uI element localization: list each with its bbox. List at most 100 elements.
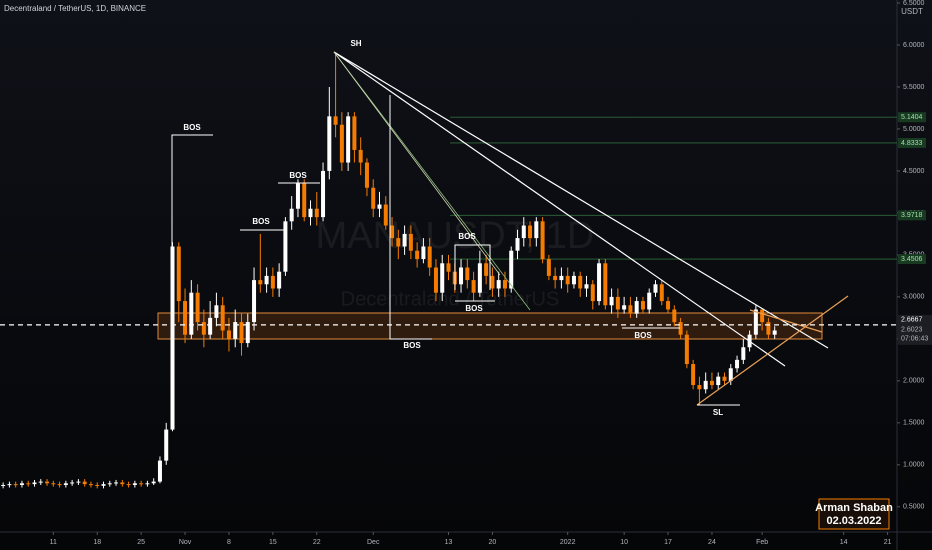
x-tick-label: 2022 xyxy=(560,539,576,546)
candle-body xyxy=(703,380,708,390)
price-info: 2.6023 xyxy=(901,327,923,334)
x-tick-label: 20 xyxy=(489,539,497,546)
candle-body xyxy=(534,221,539,239)
x-tick-label: 15 xyxy=(269,539,277,546)
candle-body xyxy=(578,275,583,289)
candle-body xyxy=(239,322,244,344)
candle-body xyxy=(615,296,620,310)
candle-body xyxy=(659,284,664,302)
candle-body xyxy=(559,275,564,281)
candle-body xyxy=(88,484,93,486)
y-tick-label: 4.5000 xyxy=(903,168,925,175)
candle-body xyxy=(82,481,87,485)
candle-body xyxy=(101,484,106,486)
x-tick-label: 25 xyxy=(137,539,145,546)
candle-body xyxy=(741,347,746,360)
x-tick-label: Dec xyxy=(367,539,380,546)
x-tick-label: 10 xyxy=(620,539,628,546)
annotation: BOS xyxy=(289,171,307,180)
candle-body xyxy=(38,481,43,483)
candle-body xyxy=(183,301,188,335)
y-tick-label: 5.5000 xyxy=(903,84,925,91)
candle-body xyxy=(32,482,37,485)
support-line xyxy=(749,309,823,333)
y-tick-label: 1.0000 xyxy=(903,462,925,469)
candle-body xyxy=(515,238,520,251)
candle-body xyxy=(151,481,156,484)
candle-body xyxy=(308,208,313,218)
candle-body xyxy=(609,296,614,306)
candle-body xyxy=(339,124,344,163)
candle-body xyxy=(421,246,426,260)
candle-body xyxy=(691,364,696,386)
candle-body xyxy=(603,263,608,306)
candle-body xyxy=(333,116,338,125)
x-tick-label: 22 xyxy=(313,539,321,546)
candle-body xyxy=(176,246,181,302)
candle-body xyxy=(7,484,12,486)
candle-body xyxy=(672,309,677,323)
candle-body xyxy=(471,280,476,293)
candle-body xyxy=(540,221,545,260)
candle-body xyxy=(666,301,671,310)
candle-body xyxy=(314,208,319,218)
candle-body xyxy=(352,116,357,150)
candle-body xyxy=(114,482,119,484)
trend-line xyxy=(333,51,786,367)
x-tick-label: 13 xyxy=(445,539,453,546)
candle-body xyxy=(597,263,602,302)
level-badge xyxy=(898,210,926,221)
candle-body xyxy=(415,250,420,260)
candle-body xyxy=(383,204,388,226)
candle-body xyxy=(295,183,300,209)
annotation: BOS xyxy=(458,232,476,241)
level-badge xyxy=(898,137,926,148)
candle-body xyxy=(126,484,131,486)
candle-body xyxy=(465,267,470,281)
x-tick-label: 8 xyxy=(227,539,231,546)
x-tick-label: 14 xyxy=(840,539,848,546)
y-tick-label: 6.5000 xyxy=(903,0,925,7)
candle-body xyxy=(622,305,627,310)
candle-body xyxy=(195,292,200,323)
candle-body xyxy=(321,170,326,218)
candle-body xyxy=(735,359,740,369)
candle-body xyxy=(766,322,771,335)
candle-body xyxy=(170,246,175,430)
annotation: BOS xyxy=(634,331,652,340)
candle-body xyxy=(45,481,50,484)
candle-body xyxy=(208,317,213,335)
candle-body xyxy=(214,305,219,318)
y-tick-label: 1.5000 xyxy=(903,420,925,427)
candle-body xyxy=(346,116,351,163)
trend-line xyxy=(333,51,501,276)
candle-body xyxy=(477,263,482,293)
annotation: BOS xyxy=(465,304,483,313)
candle-body xyxy=(396,238,401,247)
candle-body xyxy=(640,301,645,310)
x-tick-label: Nov xyxy=(179,539,192,546)
candle-body xyxy=(390,225,395,239)
candle-body xyxy=(226,330,231,339)
candle-body xyxy=(139,483,144,485)
candle-body xyxy=(252,280,257,323)
candle-body xyxy=(57,484,62,486)
demand-zone xyxy=(157,312,823,340)
candle-body xyxy=(164,429,169,461)
candle-body xyxy=(157,460,162,482)
candle-body xyxy=(289,208,294,222)
candle-body xyxy=(546,259,551,276)
candle-body xyxy=(258,280,263,285)
last-price-label: 2.6667 xyxy=(901,317,923,324)
candle-body xyxy=(571,275,576,285)
candle-body xyxy=(553,275,558,281)
level-badge xyxy=(898,254,926,265)
candle-body xyxy=(95,484,100,486)
candle-body xyxy=(377,204,382,209)
candle-body xyxy=(270,275,275,289)
candle-body xyxy=(107,483,112,485)
annotation: SH xyxy=(350,39,361,48)
candle-body xyxy=(772,330,777,335)
last-price-badge xyxy=(898,314,932,345)
candle-body xyxy=(565,275,570,285)
